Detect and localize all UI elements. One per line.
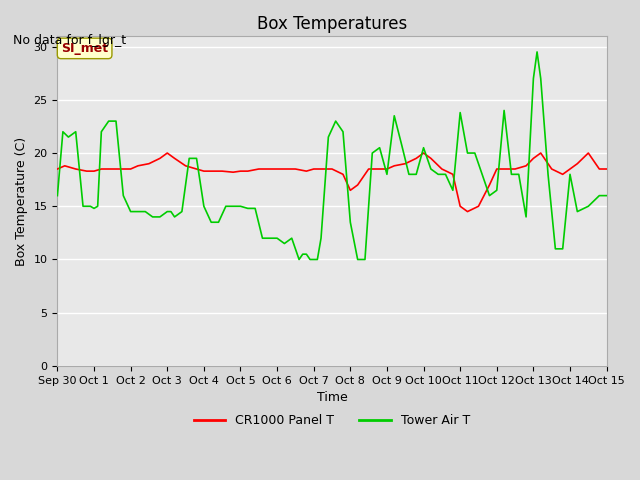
Text: No data for f_lgr_t: No data for f_lgr_t [13, 34, 126, 47]
X-axis label: Time: Time [317, 391, 348, 404]
Text: SI_met: SI_met [61, 42, 108, 55]
Legend: CR1000 Panel T, Tower Air T: CR1000 Panel T, Tower Air T [189, 409, 475, 432]
Y-axis label: Box Temperature (C): Box Temperature (C) [15, 136, 28, 265]
Title: Box Temperatures: Box Temperatures [257, 15, 407, 33]
